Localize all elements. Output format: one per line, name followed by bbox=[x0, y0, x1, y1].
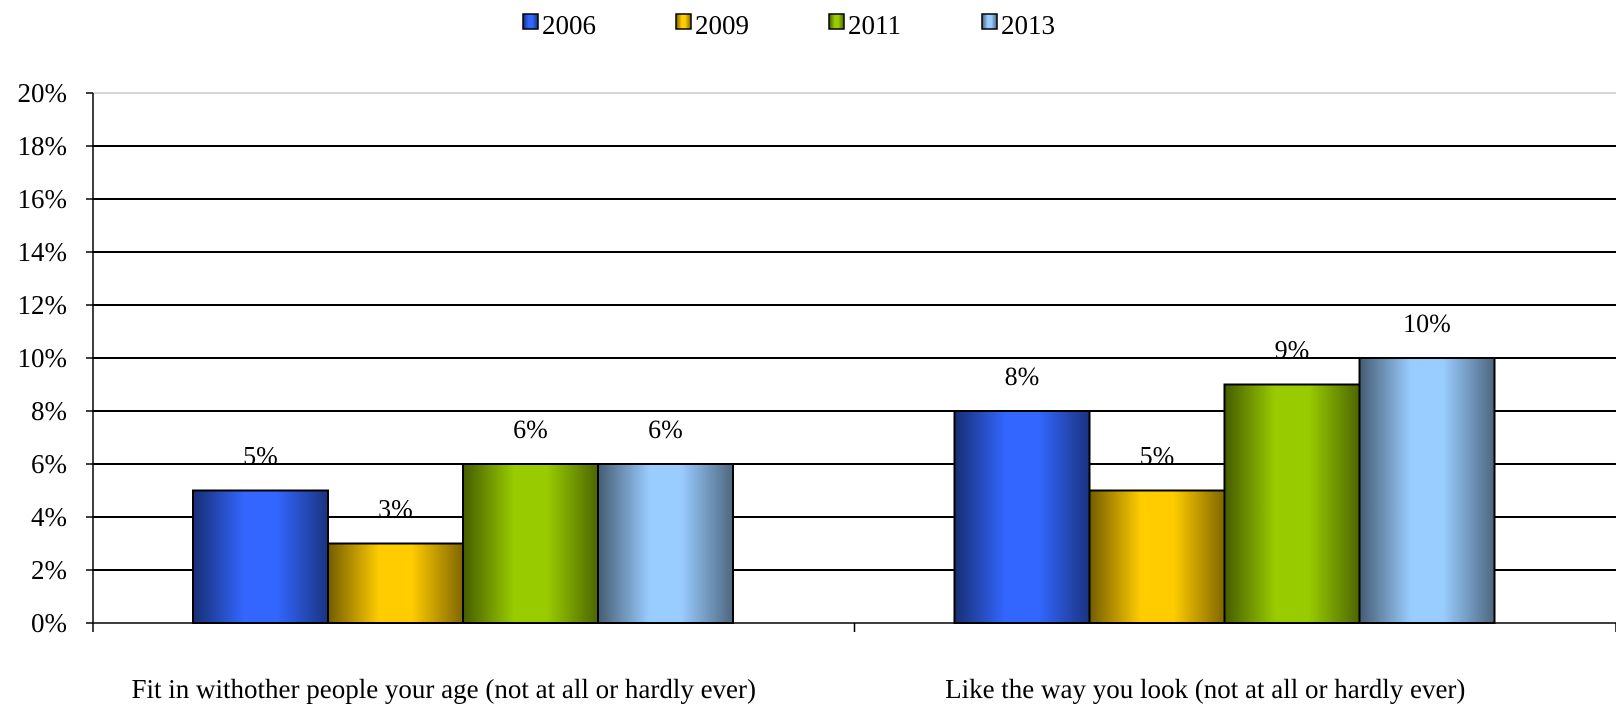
legend-swatch-2006 bbox=[522, 13, 539, 30]
y-tick-label: 0% bbox=[31, 608, 67, 638]
y-tick-label: 6% bbox=[31, 449, 67, 479]
category-label: Fit in withother people your age (not at… bbox=[131, 674, 756, 704]
data-label: 10% bbox=[1403, 309, 1451, 338]
data-label: 6% bbox=[513, 415, 548, 444]
legend-label: 2013 bbox=[1001, 10, 1055, 40]
y-tick-label: 2% bbox=[31, 555, 67, 585]
bar-2006-1 bbox=[192, 489, 329, 624]
y-tick-label: 8% bbox=[31, 396, 67, 426]
bar-2009-1 bbox=[327, 542, 464, 624]
legend-swatch-2009 bbox=[675, 13, 692, 30]
legend-label: 2009 bbox=[695, 10, 749, 40]
bars bbox=[192, 357, 1496, 624]
gridlines bbox=[93, 92, 1616, 571]
legend-label: 2011 bbox=[848, 10, 901, 40]
y-tick-label: 10% bbox=[18, 343, 68, 373]
y-tick-label: 4% bbox=[31, 502, 67, 532]
data-label: 9% bbox=[1275, 336, 1310, 365]
axes bbox=[86, 92, 1616, 632]
bar-2011-1 bbox=[462, 463, 599, 624]
labels: 0% 2% 4% 6% 8% 10% 12% 14% 16% 18% 20% 5% 3% 6% 6% Fit … bbox=[18, 78, 1466, 704]
bar-2009-2 bbox=[1088, 489, 1226, 624]
y-tick-label: 12% bbox=[18, 290, 68, 320]
legend-swatch-2011 bbox=[828, 13, 845, 30]
data-label: 3% bbox=[378, 495, 413, 524]
legend: 2006 2009 2011 2013 bbox=[522, 10, 1055, 40]
bar-2013-1 bbox=[597, 463, 734, 624]
data-label: 6% bbox=[648, 415, 683, 444]
y-tick-label: 18% bbox=[18, 131, 68, 161]
bar-2011-2 bbox=[1223, 383, 1361, 624]
bar-2013-2 bbox=[1358, 357, 1496, 624]
data-label: 8% bbox=[1005, 362, 1040, 391]
legend-label: 2006 bbox=[542, 10, 596, 40]
category-label: Like the way you look (not at all or har… bbox=[945, 674, 1465, 704]
data-label: 5% bbox=[243, 442, 278, 471]
legend-swatch-2013 bbox=[981, 13, 998, 30]
y-tick-label: 20% bbox=[18, 78, 68, 108]
bar-2006-2 bbox=[953, 410, 1091, 624]
data-label: 5% bbox=[1140, 442, 1175, 471]
y-tick-label: 16% bbox=[18, 184, 68, 214]
y-tick-label: 14% bbox=[18, 237, 68, 267]
